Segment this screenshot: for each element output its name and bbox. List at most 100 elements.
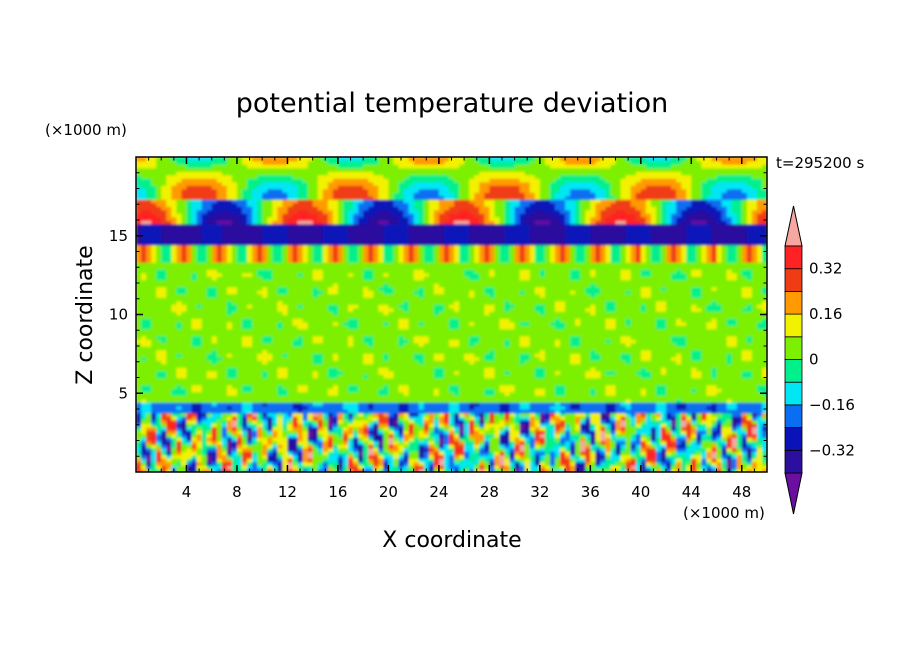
field-cell	[337, 342, 344, 347]
field-cell	[398, 388, 405, 393]
field-cell	[529, 447, 536, 452]
field-cell	[141, 342, 147, 347]
field-cell	[464, 437, 470, 442]
field-cell	[181, 363, 188, 368]
field-cell	[620, 374, 627, 379]
field-cell	[706, 465, 713, 470]
field-cell	[353, 465, 359, 470]
field-cell	[524, 447, 531, 452]
field-cell	[666, 437, 672, 442]
field-cell	[676, 377, 682, 382]
field-cell	[262, 409, 269, 414]
field-cell	[201, 409, 208, 414]
field-cell	[590, 391, 597, 396]
field-cell	[418, 451, 425, 456]
field-cell	[716, 367, 723, 372]
field-cell	[231, 353, 238, 358]
field-cell	[272, 458, 279, 463]
field-cell	[499, 363, 506, 368]
field-cell	[151, 447, 157, 452]
field-cell	[151, 419, 157, 424]
field-cell	[549, 461, 556, 466]
field-cell	[191, 402, 198, 407]
field-cell	[600, 349, 607, 354]
field-cell	[151, 381, 157, 386]
field-cell	[226, 388, 233, 393]
field-cell	[454, 384, 460, 389]
field-cell	[448, 377, 455, 382]
field-cell	[706, 381, 713, 386]
field-cell	[337, 339, 344, 344]
field-cell	[322, 430, 329, 435]
field-cell	[443, 451, 450, 456]
field-cell	[393, 349, 400, 354]
field-cell	[428, 367, 435, 372]
field-cell	[257, 426, 263, 431]
field-cell	[671, 363, 677, 368]
field-cell	[554, 454, 561, 459]
field-cell	[534, 384, 541, 389]
field-cell	[277, 349, 284, 354]
field-cell	[519, 346, 526, 351]
field-cell	[267, 454, 274, 459]
field-cell	[403, 360, 410, 365]
field-cell	[554, 363, 561, 368]
field-cell	[529, 451, 536, 456]
field-cell	[267, 346, 274, 351]
field-cell	[726, 370, 733, 375]
field-cell	[408, 398, 415, 403]
field-cell	[746, 468, 753, 472]
field-cell	[267, 423, 274, 428]
field-cell	[363, 465, 370, 470]
field-cell	[287, 412, 294, 417]
field-cell	[221, 353, 228, 358]
field-cell	[464, 370, 470, 375]
field-cell	[529, 419, 536, 424]
field-cell	[206, 437, 213, 442]
field-cell	[262, 349, 269, 354]
field-cell	[736, 430, 743, 435]
field-cell	[660, 430, 667, 435]
field-cell	[277, 423, 284, 428]
field-cell	[751, 342, 758, 347]
field-cell	[146, 447, 152, 452]
field-cell	[181, 360, 188, 365]
field-cell	[645, 335, 652, 340]
field-cell	[655, 423, 662, 428]
field-cell	[423, 339, 430, 344]
field-cell	[317, 356, 324, 361]
field-cell	[317, 388, 324, 393]
field-cell	[605, 451, 612, 456]
field-cell	[211, 381, 218, 386]
field-cell	[448, 398, 455, 403]
field-cell	[666, 458, 672, 463]
field-cell	[610, 451, 617, 456]
field-cell	[529, 395, 536, 400]
field-cell	[327, 412, 334, 417]
field-cell	[726, 444, 733, 449]
field-cell	[176, 465, 183, 470]
field-cell	[474, 433, 481, 438]
field-cell	[549, 391, 556, 396]
field-cell	[716, 433, 723, 438]
field-cell	[630, 370, 637, 375]
field-cell	[504, 339, 511, 344]
field-cell	[706, 360, 713, 365]
field-cell	[499, 342, 506, 347]
field-cell	[272, 423, 279, 428]
field-cell	[605, 356, 612, 361]
field-cell	[373, 437, 380, 442]
field-cell	[635, 465, 642, 470]
field-cell	[378, 363, 385, 368]
field-cell	[317, 339, 324, 344]
field-cell	[620, 363, 627, 368]
field-cell	[469, 458, 476, 463]
field-cell	[186, 412, 193, 417]
field-cell	[176, 461, 183, 466]
field-cell	[136, 381, 142, 386]
field-cell	[756, 374, 763, 379]
field-cell	[358, 440, 364, 445]
field-cell	[317, 398, 324, 403]
field-cell	[570, 398, 576, 403]
field-cell	[337, 332, 344, 337]
